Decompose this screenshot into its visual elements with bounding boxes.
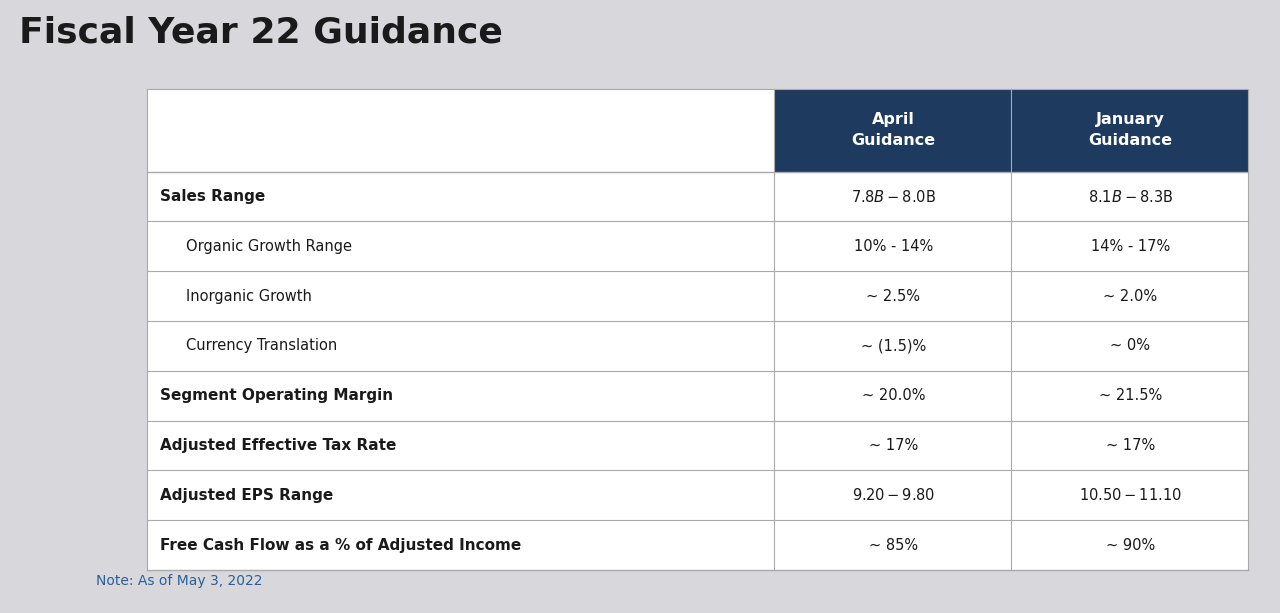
Text: ~ 17%: ~ 17%: [1106, 438, 1155, 453]
Text: $7.8B - $8.0B: $7.8B - $8.0B: [851, 189, 936, 205]
Text: Organic Growth Range: Organic Growth Range: [186, 239, 352, 254]
Bar: [147, 89, 1248, 570]
Text: $8.1B - $8.3B: $8.1B - $8.3B: [1088, 189, 1172, 205]
Text: Adjusted EPS Range: Adjusted EPS Range: [160, 488, 333, 503]
Text: Fiscal Year 22 Guidance: Fiscal Year 22 Guidance: [19, 15, 503, 49]
Text: ~ 0%: ~ 0%: [1110, 338, 1151, 354]
Text: Free Cash Flow as a % of Adjusted Income: Free Cash Flow as a % of Adjusted Income: [160, 538, 521, 553]
Text: 10% - 14%: 10% - 14%: [854, 239, 933, 254]
Text: Sales Range: Sales Range: [160, 189, 265, 204]
Bar: [774, 89, 1011, 172]
Text: $10.50 - $11.10: $10.50 - $11.10: [1079, 487, 1181, 503]
Bar: [1011, 89, 1248, 172]
Text: January
Guidance: January Guidance: [1088, 112, 1172, 148]
Text: ~ 17%: ~ 17%: [869, 438, 918, 453]
Text: Inorganic Growth: Inorganic Growth: [186, 289, 311, 303]
Text: ~ 2.0%: ~ 2.0%: [1103, 289, 1157, 303]
Text: 14% - 17%: 14% - 17%: [1091, 239, 1170, 254]
Text: Segment Operating Margin: Segment Operating Margin: [160, 388, 393, 403]
Text: ~ 90%: ~ 90%: [1106, 538, 1155, 553]
Text: $9.20 - $9.80: $9.20 - $9.80: [852, 487, 934, 503]
Text: ~ (1.5)%: ~ (1.5)%: [861, 338, 925, 354]
Text: ~ 85%: ~ 85%: [869, 538, 918, 553]
Text: Currency Translation: Currency Translation: [186, 338, 337, 354]
Text: ~ 20.0%: ~ 20.0%: [861, 388, 925, 403]
Text: April
Guidance: April Guidance: [851, 112, 936, 148]
Text: Note: As of May 3, 2022: Note: As of May 3, 2022: [96, 574, 262, 588]
Text: ~ 2.5%: ~ 2.5%: [867, 289, 920, 303]
Text: Adjusted Effective Tax Rate: Adjusted Effective Tax Rate: [160, 438, 397, 453]
Text: ~ 21.5%: ~ 21.5%: [1098, 388, 1162, 403]
